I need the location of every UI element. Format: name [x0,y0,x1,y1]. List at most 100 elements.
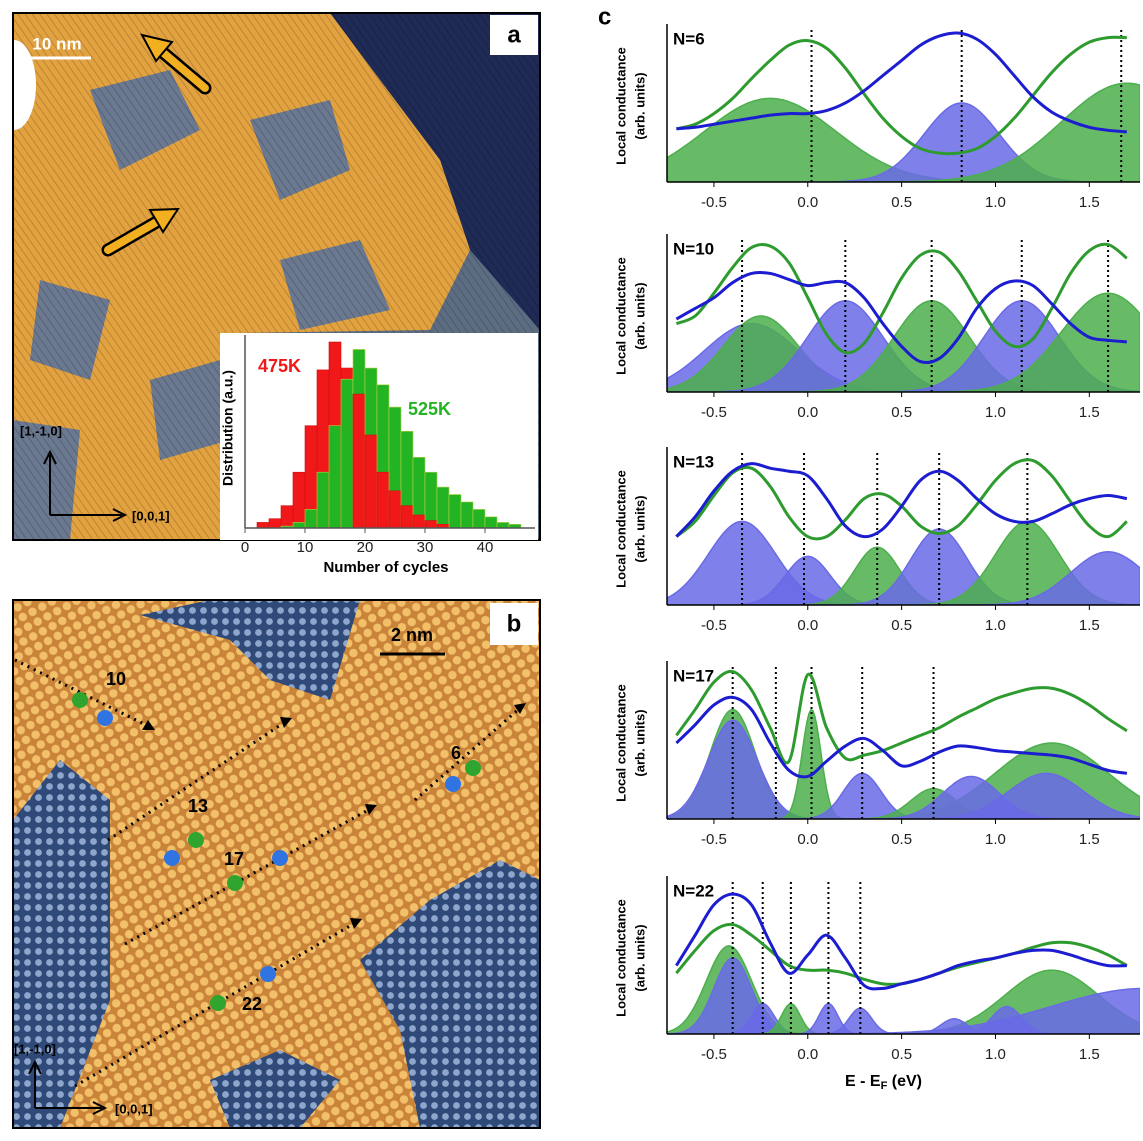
fit-line [675,242,1128,355]
y-axis-label: Local conductance [613,470,628,588]
histogram-bar [436,486,450,529]
label-box-a [490,15,538,55]
x-tick-label: 1.5 [1079,1046,1100,1063]
axis-arrows [43,449,128,522]
x-axis-label-part: E - E [845,1073,881,1090]
x-tick-label: -0.5 [701,404,727,421]
x-tick-label: -0.5 [701,1046,727,1063]
y-axis-label: (arb. units) [632,924,647,991]
panel-title: N=10 [673,239,714,258]
peak-area [667,787,1140,819]
site-label: 6 [451,743,461,763]
peak-area [667,719,1140,819]
frame-b [12,599,541,1129]
y-axis-label: Local conductance [613,899,628,1017]
x-tick-label: 0.0 [797,194,818,211]
histogram-bar [400,505,414,529]
fit-line [675,270,1127,365]
x-tick-label: 0.0 [797,617,818,634]
histogram-bar [340,378,354,529]
x-tick-label: 0.5 [891,194,912,211]
histogram-bar [424,520,438,529]
histogram-bar [292,471,306,529]
fit-line [675,695,1128,779]
x-tick-label: 1.5 [1079,404,1100,421]
x-tick-label: 0 [241,539,249,556]
spectrum-plot [667,667,1140,819]
x-axis-label-part: F [881,1080,888,1092]
fit-line [675,462,1128,539]
x-tick-label: 1.0 [985,1046,1006,1063]
x-tick-label: 0.5 [891,617,912,634]
peak-area [667,957,1140,1034]
axis-label: [1,-1,0] [14,1041,56,1056]
spectrum-plot [667,240,1140,392]
histogram-bar [280,505,294,529]
site-label: 17 [224,849,244,869]
panel-label: c [598,3,611,30]
x-tick-label: 1.0 [985,617,1006,634]
peak-area [667,551,1140,605]
x-axis-label: E - EF (eV) [845,1073,922,1092]
fit-line [675,669,1128,765]
histogram-bar [388,490,402,529]
axis-label: [1,-1,0] [20,423,62,438]
histogram-bar [352,393,366,529]
x-tick-label: -0.5 [701,617,727,634]
spectrum-plot [667,453,1140,605]
panel-title: N=13 [673,452,714,471]
stm-image-b [13,600,540,1128]
histogram-bar [376,471,390,529]
peak-area [667,1002,1140,1034]
axis-label: [0,0,1] [115,1101,153,1116]
axis-arrows [28,1059,108,1115]
label-box-b [490,603,538,645]
x-tick-label: -0.5 [701,194,727,211]
panel-title: N=17 [673,666,714,685]
x-tick-label: 0.0 [797,404,818,421]
histogram-bar [412,514,426,529]
x-tick-label: 0.0 [797,1046,818,1063]
legend-label: 475K [258,356,301,376]
y-axis-label: Local conductance [613,47,628,165]
x-tick-label: -0.5 [701,831,727,848]
peak-area [667,1002,1140,1034]
legend-label: 525K [408,399,451,419]
site-label: 13 [188,796,208,816]
x-axis-label: Number of cycles [323,559,448,576]
histogram-bar [496,522,510,529]
histogram-bar [304,509,318,529]
site-label: 10 [106,669,126,689]
x-tick-label: 0.0 [797,831,818,848]
y-axis-label: (arb. units) [632,282,647,349]
histogram: 0 10 20 30 40 Number of cycles Distribution (a… [220,335,535,576]
y-axis-label: Local conductance [613,257,628,375]
fit-line [675,892,1127,991]
histogram-bar [448,494,462,529]
x-tick-label: 40 [477,539,494,556]
histogram-bar [460,501,474,529]
x-tick-label: 0.5 [891,1046,912,1063]
fit-line [676,31,1127,134]
scale-bar-label: 2 nm [391,625,433,645]
x-axis-label-part: (eV) [887,1073,922,1090]
histogram-bar [424,471,438,529]
panel-title: N=6 [673,29,705,48]
histogram-bar [328,425,342,529]
x-tick-label: 1.0 [985,404,1006,421]
fit-line [676,35,1127,156]
spectrum-plot [667,30,1140,182]
y-axis-label: (arb. units) [632,495,647,562]
scale-bar-label: 10 nm [32,34,81,53]
x-tick-label: 10 [297,539,314,556]
y-axis-label: (arb. units) [632,709,647,776]
histogram-bar [472,509,486,529]
histogram-bar [256,522,270,529]
histogram-bar [316,471,330,529]
x-tick-label: 1.0 [985,831,1006,848]
panel-label: a [507,21,521,48]
x-tick-label: 1.5 [1079,831,1100,848]
spectrum-plot [667,882,1140,1034]
y-axis-label: Local conductance [613,684,628,802]
